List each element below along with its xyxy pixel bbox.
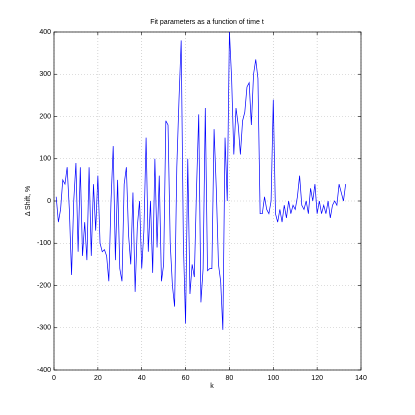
y-tick-label: 100 bbox=[39, 156, 51, 163]
y-tick-label: -300 bbox=[37, 325, 51, 332]
y-axis-label: Δ Shift, % bbox=[25, 186, 32, 216]
y-tick-label: -200 bbox=[37, 282, 51, 289]
x-axis-label: k bbox=[210, 383, 214, 390]
y-tick-label: 400 bbox=[39, 29, 51, 36]
x-tick-label: 100 bbox=[267, 375, 279, 382]
chart-title: Fit parameters as a function of time t bbox=[150, 19, 264, 26]
y-tick-label: 0 bbox=[47, 198, 51, 205]
x-tick-label: 0 bbox=[52, 375, 56, 382]
data-line bbox=[55, 31, 346, 330]
axes-box bbox=[53, 31, 362, 371]
x-tick-label: 20 bbox=[94, 375, 102, 382]
x-tick-label: 80 bbox=[226, 375, 234, 382]
y-tick-label: 300 bbox=[39, 71, 51, 78]
x-tick-label: 60 bbox=[182, 375, 190, 382]
y-tick-label: 200 bbox=[39, 113, 51, 120]
y-tick-label: -100 bbox=[37, 240, 51, 247]
x-tick-label: 140 bbox=[355, 375, 367, 382]
y-tick-label: -400 bbox=[37, 367, 51, 374]
x-tick-label: 40 bbox=[138, 375, 146, 382]
x-tick-label: 120 bbox=[311, 375, 323, 382]
